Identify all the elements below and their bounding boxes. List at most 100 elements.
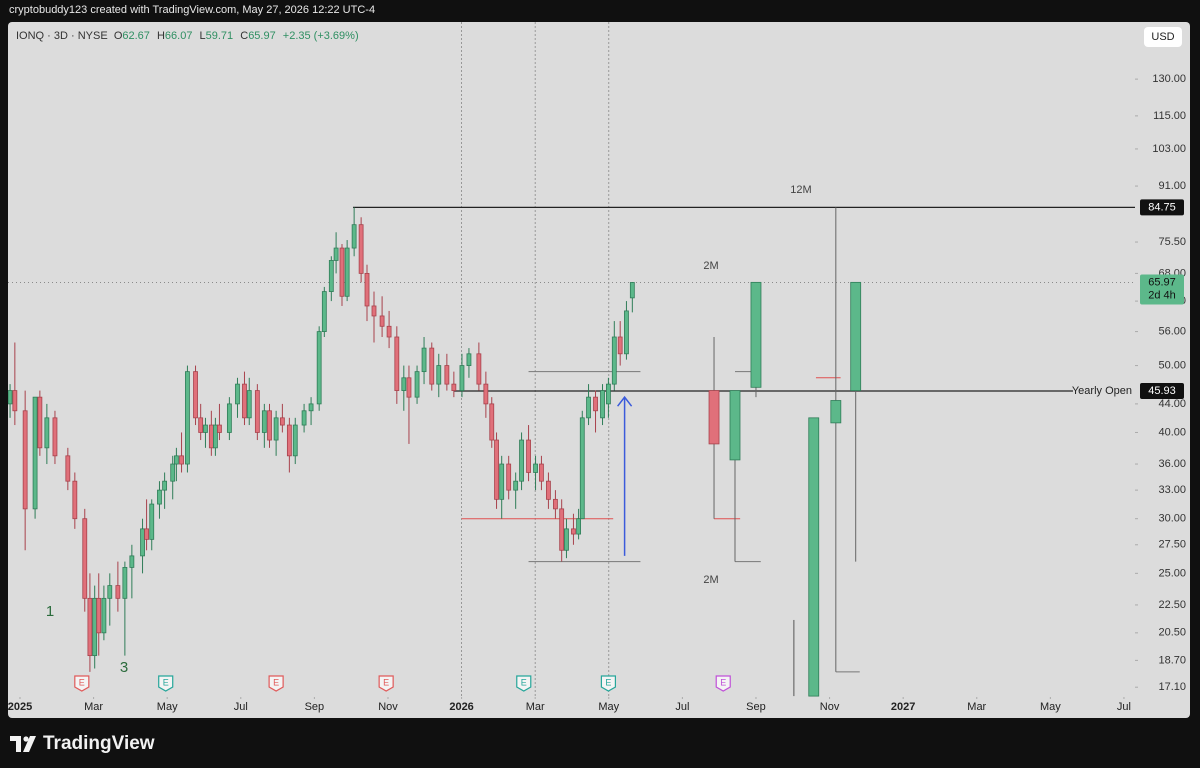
candle-body	[624, 310, 629, 355]
earnings-label: E	[383, 677, 389, 687]
candle-body	[414, 371, 420, 398]
earnings-badge	[516, 675, 532, 692]
candle-body	[546, 480, 551, 500]
price-tag	[1140, 383, 1184, 400]
candle-body	[513, 480, 519, 491]
currency-button[interactable]: USD	[1144, 27, 1182, 47]
candle-body	[444, 365, 450, 385]
y-tick-label: 36.00	[1158, 458, 1186, 470]
candle-body	[286, 424, 292, 457]
candle-body	[217, 424, 222, 433]
earnings-badge	[268, 675, 284, 692]
candle-body	[96, 597, 102, 634]
level-name: Yearly Open	[1072, 385, 1132, 397]
candle-body	[212, 424, 218, 449]
y-tick-label: 33.00	[1158, 484, 1186, 496]
candle-body	[429, 347, 435, 385]
candle-body	[261, 410, 267, 433]
candle-body	[101, 597, 107, 634]
candle-body	[459, 365, 465, 391]
x-tick-label: May	[1040, 701, 1061, 713]
candle-body	[273, 417, 279, 441]
candle-body	[32, 396, 38, 510]
candle-body	[830, 400, 842, 424]
candle-body	[208, 424, 214, 449]
x-tick-label: Mar	[526, 701, 545, 713]
y-tick-label: 56.00	[1158, 326, 1186, 338]
candle-body	[328, 260, 334, 292]
candle-body	[850, 281, 862, 391]
x-tick-label: Mar	[967, 701, 986, 713]
price-tag-label: 45.93	[1148, 385, 1176, 397]
x-tick-label: May	[598, 701, 619, 713]
candle-body	[539, 463, 544, 482]
candle-body	[611, 336, 617, 385]
candle-body	[593, 396, 598, 412]
symbol: IONQ · 3D · NYSE	[16, 30, 108, 42]
candle-body	[606, 383, 611, 405]
ohlc-label: O	[113, 30, 123, 42]
candle-body	[179, 455, 184, 465]
candle-body	[564, 528, 569, 551]
candle-body	[421, 347, 427, 373]
candle-body	[476, 353, 482, 385]
candle-body	[729, 390, 741, 461]
candle-body	[242, 383, 247, 419]
countdown: 2d 4h	[1148, 289, 1176, 301]
current-price: 65.97	[1148, 276, 1176, 288]
candle-body	[316, 331, 322, 405]
candle-body	[308, 403, 314, 412]
brand: TradingView	[43, 733, 155, 754]
x-tick-label: Jul	[234, 701, 248, 713]
candle-body	[351, 224, 357, 249]
candle-body	[115, 585, 121, 599]
x-tick-label: May	[157, 701, 178, 713]
candle-body	[483, 383, 489, 405]
candle-body	[235, 383, 240, 405]
legend: IONQ · 3D · NYSE O62.67 H66.07 L59.71 C6…	[16, 30, 363, 42]
earnings-label: E	[605, 677, 611, 687]
candle-body	[466, 353, 472, 366]
earnings-badge	[715, 675, 731, 692]
candle-body	[321, 291, 327, 332]
y-tick-label: 30.00	[1158, 513, 1186, 525]
x-tick-label: 2026	[449, 701, 473, 713]
ohlc-label: C	[240, 30, 249, 42]
credit: cryptobuddy123 created with TradingView.…	[9, 4, 376, 16]
candle-body	[533, 463, 538, 473]
price-tag-label: 84.75	[1148, 201, 1176, 213]
candle-body	[162, 480, 168, 491]
price-tag	[1140, 199, 1184, 216]
y-tick-label: 44.00	[1158, 398, 1186, 410]
candle-body	[173, 455, 179, 465]
candle-body	[87, 597, 93, 657]
change: +2.35 (+3.69%)	[282, 30, 359, 42]
candle-body	[358, 224, 364, 274]
y-tick-label: 75.50	[1158, 236, 1186, 248]
y-tick-label: 18.70	[1158, 654, 1186, 666]
candle-body	[489, 403, 495, 441]
candle-body	[52, 417, 58, 457]
candle-body	[519, 439, 524, 482]
earnings-label: E	[720, 677, 726, 687]
candle-body	[364, 272, 370, 307]
footer: TradingView	[10, 732, 155, 756]
earnings-badge	[378, 675, 394, 692]
candle-body	[333, 247, 339, 261]
candle-body	[394, 336, 400, 391]
x-tick-label: Jul	[675, 701, 689, 713]
candle-body	[386, 325, 392, 338]
candle-body	[401, 377, 407, 391]
candle-body	[144, 528, 149, 540]
candle-body	[553, 498, 558, 510]
level-name-bg	[1073, 383, 1135, 400]
candle-body	[149, 503, 155, 540]
y-tick-label: 50.00	[1158, 359, 1186, 371]
candle-body	[107, 585, 113, 599]
ohlc-value: 65.97	[248, 30, 276, 42]
ohlc-value: 59.71	[205, 30, 234, 42]
ohlc-value: 66.07	[164, 30, 193, 42]
x-tick-label: Nov	[378, 701, 398, 713]
earnings-label: E	[79, 677, 85, 687]
